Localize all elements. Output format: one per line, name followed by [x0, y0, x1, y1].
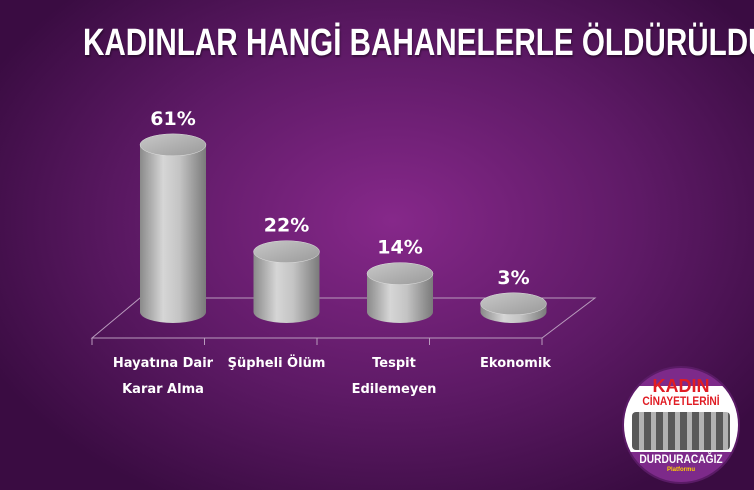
bar: [366, 262, 434, 323]
bar-top: [366, 262, 434, 285]
logo-faces: [632, 412, 730, 450]
data-label: 22%: [264, 215, 309, 237]
bar: [139, 133, 207, 323]
x-axis-label: Hayatına Dair: [113, 356, 214, 371]
bar-top: [480, 292, 547, 316]
bar-body: [367, 273, 433, 323]
bar: [480, 292, 547, 323]
logo-text: Platformu: [666, 467, 695, 473]
platform-logo: KADIN CİNAYETLERİNİ DURDURACAĞIZ Platfor…: [622, 366, 740, 484]
x-axis-label: Edilemeyen: [352, 382, 437, 397]
chart-floor: [90, 297, 597, 345]
logo-text: DURDURACAĞIZ: [639, 452, 723, 466]
logo-text: KADIN: [652, 376, 710, 396]
x-axis-label: Şüpheli Ölüm: [228, 355, 326, 371]
floor-outline: [90, 297, 597, 339]
bar: [253, 240, 320, 323]
bar-body: [140, 144, 206, 323]
data-label: 3%: [497, 267, 529, 289]
bar-top: [253, 240, 320, 263]
bar-body: [253, 251, 320, 323]
bar-top: [139, 133, 207, 157]
data-label: 14%: [377, 237, 422, 259]
chart-title: KADINLAR HANGİ BAHANELERLE ÖLDÜRÜLDÜ?: [82, 22, 754, 64]
logo-text: CİNAYETLERİNİ: [642, 394, 720, 408]
x-axis-label: Tespit: [372, 356, 416, 371]
x-axis-label: Karar Alma: [122, 382, 204, 397]
x-axis-label: Ekonomik: [480, 356, 551, 371]
data-label: 61%: [150, 108, 195, 130]
